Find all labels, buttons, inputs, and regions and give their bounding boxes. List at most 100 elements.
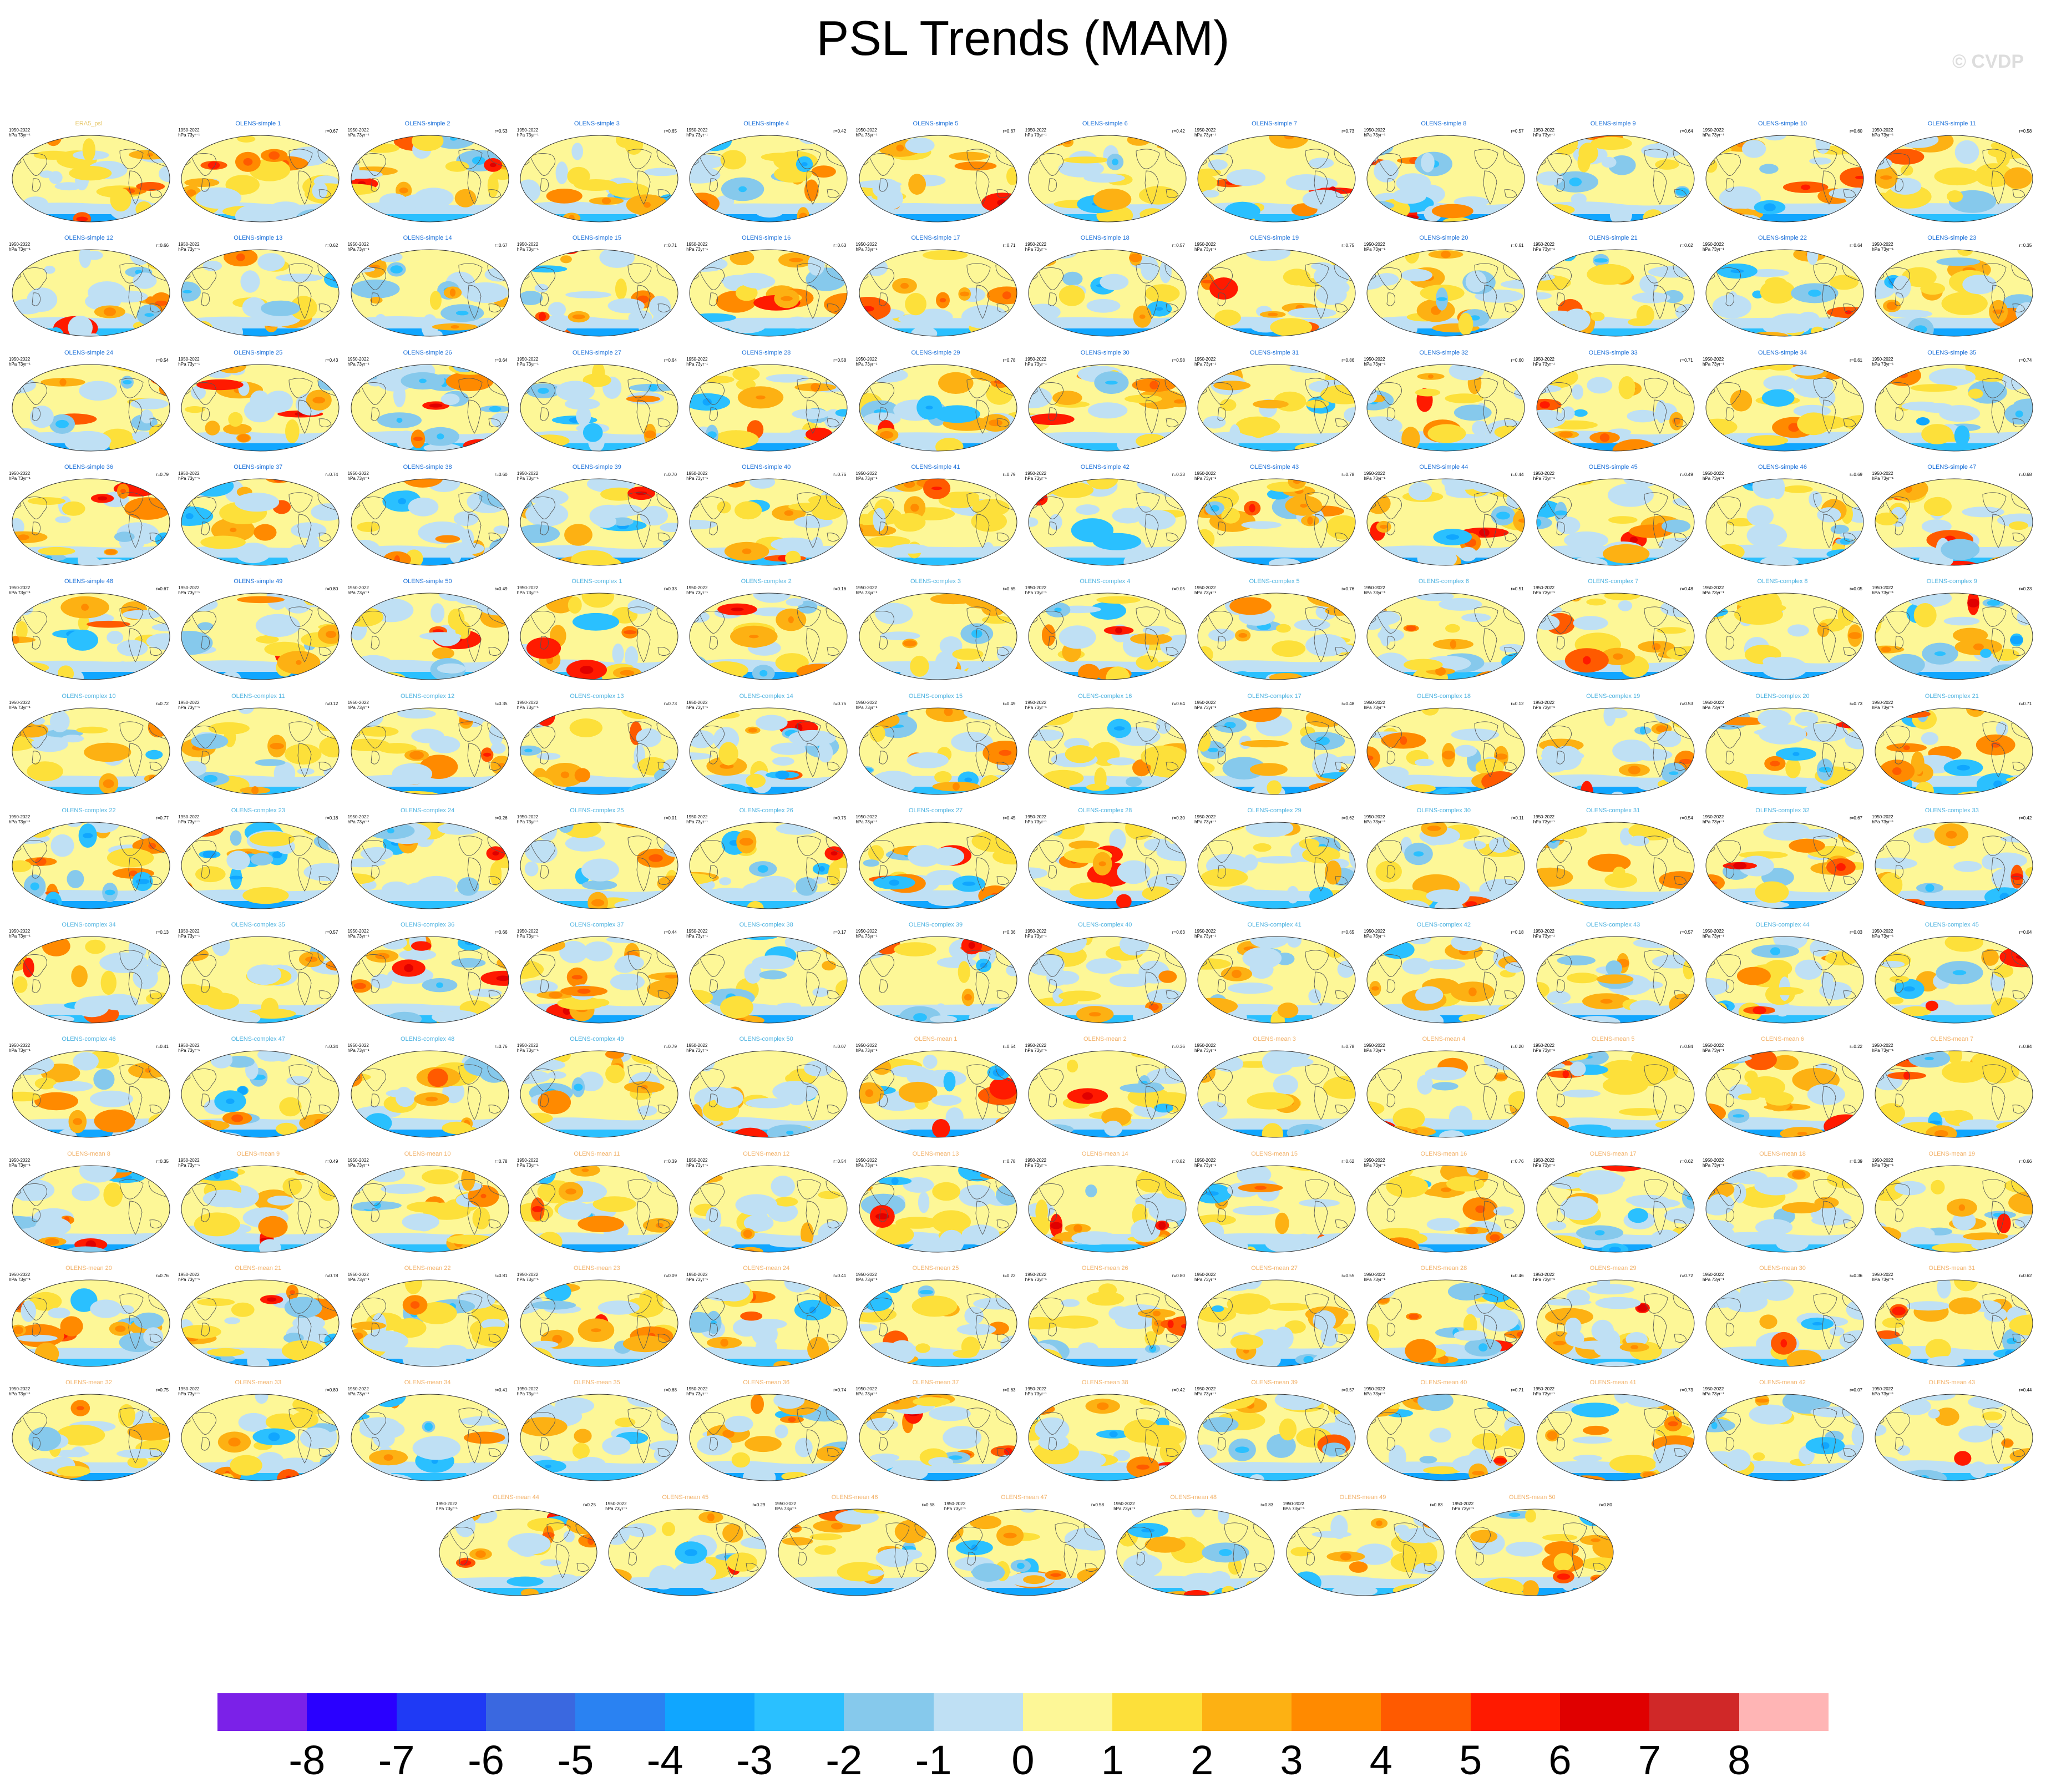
coastline — [1813, 492, 1837, 513]
field-blob — [274, 761, 296, 785]
field-core — [351, 373, 364, 380]
map-border — [181, 249, 340, 337]
field-blob — [205, 993, 240, 1010]
field-blob — [312, 182, 328, 200]
coastline — [868, 725, 894, 748]
field-blob — [1323, 1076, 1356, 1100]
coastlines — [1028, 377, 1186, 434]
coastline — [530, 382, 555, 405]
panel-years: 1950-2022 — [1025, 242, 1047, 247]
panel-correlation: r=0.66 — [156, 243, 169, 249]
field-core — [867, 364, 875, 369]
field-blob — [1052, 988, 1064, 1004]
field-core — [1582, 656, 1591, 665]
panel-units: hPa 73yr⁻¹ — [855, 934, 878, 939]
field-core — [35, 857, 47, 866]
map-plot — [520, 593, 678, 680]
coastline — [1895, 1094, 1904, 1108]
field-core — [135, 878, 150, 884]
field-blob — [859, 253, 871, 264]
coastline — [1895, 636, 1904, 650]
field-core — [1098, 861, 1106, 867]
map-panel: OLENS-complex 43 1950-2022 hPa 73yr⁻¹ r=0.5… — [1530, 919, 1696, 1030]
field-blob — [1119, 937, 1149, 956]
map-border — [1875, 707, 2033, 794]
field-blob — [1029, 256, 1056, 267]
map-plot — [1366, 135, 1525, 222]
field-core — [696, 200, 708, 207]
map-panel: OLENS-mean 3 1950-2022 hPa 73yr⁻¹ r=0.78 — [1191, 1033, 1358, 1144]
map-plot — [1366, 822, 1525, 909]
coastline — [1653, 514, 1667, 548]
map-plot — [1875, 707, 2033, 794]
field-core — [403, 964, 413, 973]
panel-correlation: r=0.36 — [1002, 930, 1016, 935]
coastline — [1644, 1064, 1668, 1085]
map-panel: OLENS-simple 17 1950-2022 hPa 73yr⁻¹ r=0.71 — [853, 232, 1019, 343]
coastline — [627, 492, 652, 513]
map-plot — [859, 478, 1017, 566]
panel-units: hPa 73yr⁻¹ — [1703, 475, 1724, 481]
field-blob — [1117, 860, 1151, 884]
coastline — [827, 303, 840, 313]
panel-correlation: r=0.34 — [325, 1044, 338, 1050]
panel-units: hPa 73yr⁻¹ — [1533, 1048, 1555, 1054]
coastline — [879, 178, 888, 192]
field-core — [486, 326, 497, 334]
field-blob — [808, 254, 825, 276]
field-blob — [524, 861, 539, 877]
field-blob — [316, 322, 339, 337]
field-core — [520, 502, 525, 505]
panel-correlation: r=0.80 — [325, 586, 338, 592]
field-blob — [1487, 442, 1525, 451]
field-blob — [1999, 946, 2033, 968]
field-core — [1669, 771, 1679, 775]
field-blob — [1240, 740, 1289, 747]
field-blob — [536, 327, 572, 337]
field-blob — [205, 420, 220, 436]
field-blob — [1209, 277, 1238, 300]
coastline — [128, 1086, 143, 1121]
field-blob — [1653, 707, 1676, 723]
coastline — [1843, 990, 1856, 1000]
coastline — [996, 189, 1010, 198]
coastline — [1474, 263, 1498, 284]
field-blob — [193, 321, 215, 337]
coastline — [1653, 399, 1667, 434]
field-blob — [1706, 158, 1718, 173]
coastline — [797, 606, 821, 627]
coastline — [318, 647, 332, 656]
map-plot — [520, 936, 678, 1024]
map-panel: OLENS-mean 6 1950-2022 hPa 73yr⁻¹ r=0.22 — [1699, 1033, 1866, 1144]
field-blob — [210, 1051, 233, 1069]
field-blob — [771, 537, 816, 551]
field-core — [155, 301, 168, 306]
panel-units: hPa 73yr⁻¹ — [1872, 133, 1894, 138]
coastline — [1217, 865, 1227, 879]
field-blob — [1553, 1051, 1589, 1061]
map-border — [859, 936, 1017, 1024]
map-border — [1536, 822, 1695, 909]
field-blob — [520, 179, 541, 203]
trend-field — [1706, 593, 1863, 680]
coastlines — [690, 836, 848, 892]
trend-field — [351, 593, 509, 680]
coastlines — [1367, 492, 1525, 548]
field-core — [1427, 825, 1441, 831]
field-blob — [945, 1107, 964, 1127]
map-plot — [1366, 707, 1525, 794]
field-blob — [2025, 867, 2033, 878]
field-blob — [67, 630, 98, 651]
panel-title: OLENS-simple 21 — [1588, 235, 1638, 242]
field-blob — [1289, 364, 1331, 373]
field-blob — [595, 514, 616, 528]
map-border — [859, 135, 1017, 222]
field-core — [1996, 220, 2011, 222]
field-blob — [1090, 1017, 1102, 1024]
panel-units: hPa 73yr⁻¹ — [686, 934, 708, 939]
panel-title: OLENS-complex 10 — [62, 692, 116, 700]
coastline — [1715, 839, 1741, 863]
field-core — [775, 770, 789, 779]
panel-correlation: r=0.07 — [833, 1044, 847, 1050]
panel-years: 1950-2022 — [1364, 242, 1385, 247]
